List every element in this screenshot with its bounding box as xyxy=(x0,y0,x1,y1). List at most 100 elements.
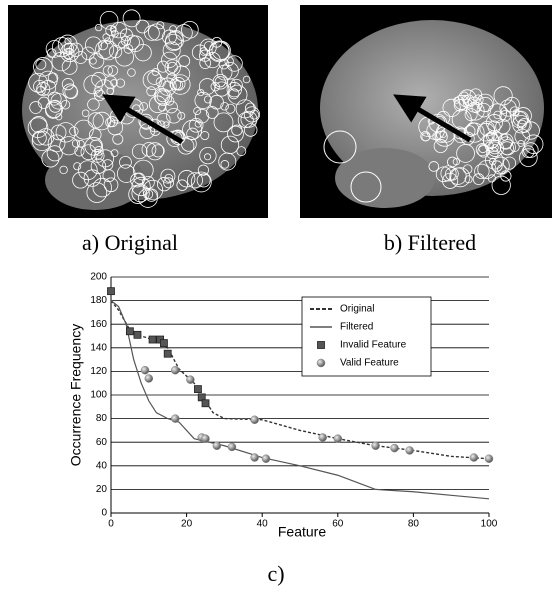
feature-circle xyxy=(36,82,51,97)
feature-circle xyxy=(512,109,520,117)
feature-circle xyxy=(242,75,251,84)
feature-circle xyxy=(169,78,182,91)
feature-circle xyxy=(237,112,254,129)
feature-circle xyxy=(439,130,447,138)
feature-circle xyxy=(175,24,193,42)
feature-circle xyxy=(162,121,170,129)
sphere-marker xyxy=(333,434,343,443)
feature-circle xyxy=(131,176,151,197)
feature-circle xyxy=(102,65,113,76)
sphere-marker xyxy=(250,415,259,425)
feature-circle xyxy=(89,139,103,152)
x-tick-label: 40 xyxy=(257,519,269,530)
feature-circle xyxy=(131,184,150,203)
caption: c) xyxy=(267,561,284,586)
feature-circle xyxy=(220,101,229,111)
feature-circle xyxy=(72,171,89,189)
feature-circle xyxy=(90,149,105,163)
feature-circle xyxy=(173,80,184,90)
feature-circle xyxy=(214,76,226,88)
feature-circle xyxy=(35,59,47,70)
y-tick-label: 60 xyxy=(96,437,108,448)
feature-circle xyxy=(493,86,513,106)
feature-circle xyxy=(197,164,209,176)
feature-circle xyxy=(87,98,100,111)
feature-circle xyxy=(509,142,520,152)
feature-circle xyxy=(151,68,160,76)
feature-circle xyxy=(204,51,221,69)
y-tick-label: 200 xyxy=(90,272,107,283)
feature-circle xyxy=(94,23,103,32)
x-tick-label: 60 xyxy=(332,519,344,530)
feature-circle xyxy=(428,161,440,172)
feature-circle xyxy=(64,85,79,99)
chart: 0 20 40 60 80 100 120 140 160 180 200 0 20 40 60 80 100 F… xyxy=(68,272,498,540)
feature-circle xyxy=(110,149,119,158)
square-marker xyxy=(126,327,134,336)
feature-circle xyxy=(181,20,199,39)
feature-circle xyxy=(514,128,531,145)
y-tick-label: 20 xyxy=(96,484,108,495)
feature-circle xyxy=(84,137,103,156)
feature-circle xyxy=(37,96,51,109)
feature-circle xyxy=(115,78,126,88)
feature-circle xyxy=(89,57,97,65)
feature-circle xyxy=(148,23,166,41)
y-tick-label: 120 xyxy=(90,366,107,377)
feature-circle xyxy=(110,79,118,87)
sphere-marker xyxy=(201,434,210,443)
square-marker xyxy=(194,385,202,394)
feature-circle xyxy=(350,171,382,203)
feature-circle xyxy=(462,164,473,174)
feature-circle xyxy=(243,123,258,137)
feature-circle xyxy=(196,173,211,188)
feature-circle xyxy=(102,33,110,41)
feature-circle xyxy=(103,177,119,193)
feature-circle xyxy=(243,106,261,123)
feature-circle xyxy=(155,77,166,88)
x-axis-label: Feature xyxy=(278,524,326,540)
feature-circle xyxy=(138,113,154,129)
feature-circle xyxy=(73,119,94,140)
feature-circle xyxy=(51,37,72,58)
feature-circle xyxy=(69,126,79,137)
feature-circle xyxy=(104,37,112,45)
sphere-marker xyxy=(227,442,237,452)
feature-circle xyxy=(55,113,63,121)
feature-circle xyxy=(323,130,357,164)
feature-circle xyxy=(477,145,490,158)
image-filtered xyxy=(300,5,552,218)
feature-circle xyxy=(193,107,202,115)
feature-circle xyxy=(169,25,177,33)
feature-circle xyxy=(458,89,477,108)
caption: b) Filtered xyxy=(384,230,476,255)
feature-circle xyxy=(90,158,107,174)
sphere-marker xyxy=(318,433,327,442)
series-line xyxy=(110,300,490,500)
feature-circle xyxy=(84,36,102,54)
sphere-marker xyxy=(140,365,150,375)
feature-circle xyxy=(37,128,55,146)
feature-circle xyxy=(476,103,491,118)
feature-circle xyxy=(218,152,237,171)
square-marker xyxy=(133,330,142,339)
feature-circle xyxy=(463,125,476,138)
feature-circle xyxy=(138,188,158,208)
feature-circle xyxy=(491,130,502,141)
feature-circle xyxy=(205,106,219,119)
feature-circle xyxy=(495,119,511,135)
feature-circle xyxy=(158,103,167,112)
feature-circle xyxy=(64,37,72,45)
feature-circle xyxy=(226,82,242,98)
feature-circle xyxy=(96,149,115,168)
feature-circle xyxy=(230,78,243,92)
feature-circle xyxy=(92,177,112,198)
sphere-marker xyxy=(212,441,222,450)
arrow xyxy=(393,94,472,143)
feature-circle xyxy=(62,83,78,99)
feature-circle xyxy=(50,124,67,141)
y-tick-label: 180 xyxy=(90,295,107,306)
feature-circle xyxy=(61,59,78,75)
feature-circle xyxy=(116,164,136,183)
feature-circle xyxy=(170,74,191,95)
